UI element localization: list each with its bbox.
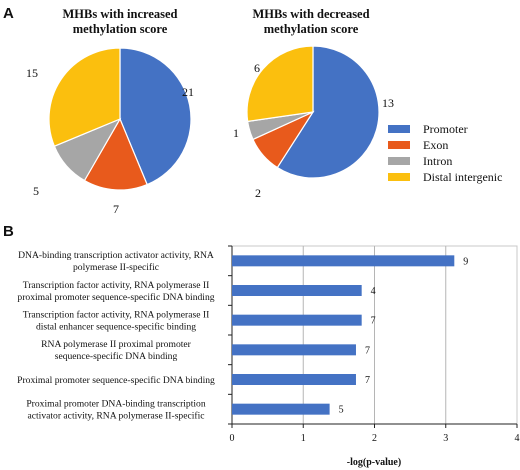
pie-decreased-slice-distal-intergenic <box>246 45 314 123</box>
term-label-line: sequence-specific DNA binding <box>55 351 178 362</box>
legend-swatch-exon <box>388 141 410 149</box>
legend-swatch-promoter <box>388 125 410 133</box>
pie-increased-value-label: 15 <box>26 66 38 80</box>
panel-b-letter: B <box>3 223 14 240</box>
x-tick-label: 1 <box>301 433 306 444</box>
pie-decreased-title-line-1: MHBs with decreased <box>252 7 369 21</box>
bar-value-label: 9 <box>463 256 468 267</box>
pie-increased-value-label: 7 <box>113 202 119 216</box>
pie-decreased-slice-promoter <box>276 45 380 179</box>
x-axis-title: -log(p-value) <box>347 457 401 468</box>
legend-swatch-intron <box>388 157 410 165</box>
bar-6 <box>232 403 330 415</box>
term-label-line: Proximal promoter sequence-specific DNA … <box>17 375 215 386</box>
pie-increased-slice-distal-intergenic <box>48 47 121 147</box>
x-tick-label: 4 <box>515 433 520 444</box>
pie-decreased-value-label: 2 <box>255 186 261 200</box>
term-label-line: activator activity, RNA polymerase II-sp… <box>27 410 204 421</box>
bar-5 <box>232 374 356 385</box>
term-label-line: DNA-binding transcription activator acti… <box>18 250 214 261</box>
legend: Promoter Exon Intron Distal intergenic <box>388 122 502 184</box>
legend-label: Exon <box>423 138 448 152</box>
term-label-line: RNA polymerase II proximal promoter <box>41 339 192 350</box>
x-tick-label: 2 <box>372 433 377 444</box>
x-tick-label: 0 <box>230 433 235 444</box>
term-label-line: polymerase II-specific <box>73 262 159 273</box>
bar-3 <box>232 314 362 326</box>
x-tick-label: 3 <box>443 433 448 444</box>
pie-decreased-value-label: 6 <box>254 61 260 75</box>
term-label-line: Transcription factor activity, RNA polym… <box>23 309 210 320</box>
bar-value-label: 7 <box>365 375 370 386</box>
bar-value-label: 5 <box>339 405 344 416</box>
bars: 9 4 7 7 7 5 <box>228 245 468 425</box>
pie-increased-title-line-2: methylation score <box>73 22 168 36</box>
legend-label: Promoter <box>423 122 468 136</box>
term-label-line: Transcription factor activity, RNA polym… <box>23 280 210 291</box>
pie-decreased-value-label: 13 <box>382 96 394 110</box>
grid-lines <box>302 246 447 424</box>
legend-label: Intron <box>423 154 452 168</box>
term-label-line: distal enhancer sequence-specific bindin… <box>36 321 196 332</box>
panel-a-letter: A <box>3 5 14 22</box>
bar-value-label: 7 <box>365 345 370 356</box>
bar-1 <box>232 255 455 267</box>
term-label-line: Proximal promoter DNA-binding transcript… <box>26 398 206 409</box>
pie-increased-value-label: 5 <box>33 184 39 198</box>
pie-increased-slice-promoter <box>119 47 192 186</box>
pie-decreased-title-line-2: methylation score <box>264 22 359 36</box>
term-labels: DNA-binding transcription activator acti… <box>17 250 215 421</box>
pie-increased-title-line-1: MHBs with increased <box>62 7 177 21</box>
bar-2 <box>232 285 362 296</box>
term-label-line: proximal promoter sequence-specific DNA … <box>17 292 214 303</box>
legend-label: Distal intergenic <box>423 170 502 184</box>
pie-increased-slice-exon <box>83 117 148 191</box>
bar-value-label: 4 <box>371 286 376 297</box>
bar-4 <box>232 344 356 356</box>
pie-decreased-value-label: 1 <box>233 126 239 140</box>
legend-swatch-distal-intergenic <box>388 173 410 181</box>
pie-increased-value-label: 21 <box>182 85 194 99</box>
bar-plot-area: 9 4 7 7 7 5 DNA-binding transcription activat… <box>17 245 520 468</box>
x-ticks: 0 1 2 3 4 <box>230 424 520 444</box>
bar-value-label: 7 <box>371 316 376 327</box>
